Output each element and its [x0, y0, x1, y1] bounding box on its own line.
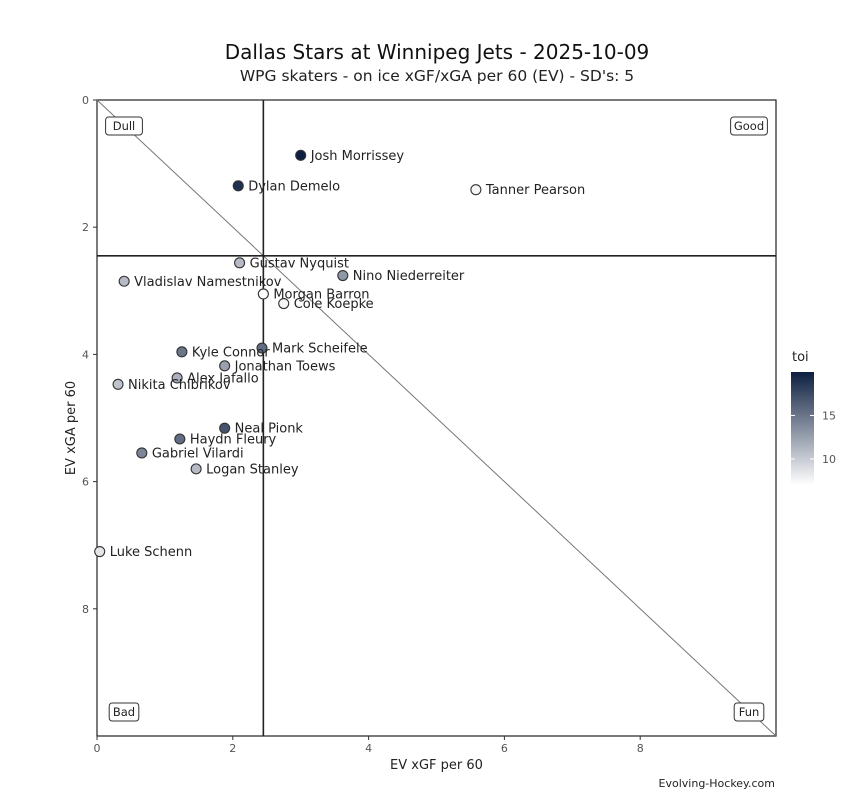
player-point [257, 288, 269, 300]
player-label: Haydn Fleury [190, 432, 277, 447]
player-label: Gabriel Vilardi [152, 446, 244, 461]
player-label: Luke Schenn [110, 545, 193, 560]
y-tick-label: 4 [82, 348, 89, 361]
quadrant-label-bad-box [108, 702, 140, 722]
player-label: Jonathan Toews [234, 359, 336, 374]
player-point [174, 433, 186, 445]
player-label: Josh Morrissey [310, 149, 405, 164]
player-point [295, 149, 307, 161]
player-point [94, 546, 106, 558]
quadrant-label-dull: Dull [105, 116, 143, 136]
quadrant-label-bad-text: Bad [113, 705, 135, 719]
quadrant-label-fun-text: Fun [739, 705, 760, 719]
y-tick-label: 2 [82, 221, 89, 234]
player-label: Logan Stanley [206, 462, 299, 477]
quadrant-label-good: Good [730, 116, 768, 136]
player-point [219, 360, 231, 372]
x-axis-title: EV xGF per 60 [390, 758, 483, 773]
player-point [278, 297, 290, 310]
player-label: Nikita Chibrikov [128, 378, 231, 393]
player-label: Dylan Demelo [248, 179, 340, 194]
quadrant-label-fun: Fun [733, 702, 765, 722]
player-label: Tanner Pearson [485, 183, 585, 198]
quadrant-label-dull-box [105, 116, 143, 136]
quadrant-label-fun-box [733, 702, 765, 722]
y-tick-label: 6 [82, 476, 89, 489]
player-label: Morgan Barron [273, 287, 369, 302]
legend-title: toi [792, 350, 809, 365]
player-point [171, 372, 183, 384]
legend-colorbar [791, 372, 814, 485]
y-tick-label: 8 [82, 603, 89, 616]
player-label: Mark Scheifele [272, 342, 368, 357]
quadrant-label-dull-text: Dull [113, 119, 136, 133]
plot-border [96, 99, 777, 737]
player-label: Gustav Nyquist [250, 256, 349, 271]
x-tick-label: 8 [637, 742, 644, 755]
player-point [112, 378, 124, 390]
credit-text: Evolving-Hockey.com [658, 777, 775, 790]
y-tick-label: 0 [82, 94, 89, 107]
quadrant-label-good-box [730, 116, 768, 136]
y-axis-title: EV xGA per 60 [64, 381, 79, 475]
player-point [256, 342, 268, 354]
quadrant-label-bad: Bad [108, 702, 140, 722]
x-tick-label: 2 [229, 742, 236, 755]
player-point [337, 269, 349, 282]
chart-subtitle: WPG skaters - on ice xGF/xGA per 60 (EV)… [239, 67, 635, 85]
player-point [176, 346, 188, 358]
player-label: Nino Niederreiter [353, 269, 465, 284]
x-tick-label: 4 [365, 742, 372, 755]
player-label: Alex Iafallo [187, 371, 259, 386]
player-point [219, 422, 231, 434]
x-tick-label: 0 [94, 742, 101, 755]
legend-tick-label: 15 [822, 409, 836, 422]
diagonal-line [96, 99, 777, 737]
x-tick-label: 6 [501, 742, 508, 755]
legend-tick-label: 10 [822, 453, 836, 466]
player-point [232, 180, 244, 192]
player-point [470, 184, 482, 196]
player-label: Neal Pionk [235, 422, 304, 437]
player-label: Vladislav Namestnikov [134, 275, 282, 290]
quadrant-label-good-text: Good [734, 119, 764, 133]
player-label: Cole Koepke [294, 297, 374, 312]
player-point [234, 257, 246, 269]
player-point [190, 463, 202, 475]
player-label: Kyle Connor [192, 345, 270, 360]
player-point [136, 447, 148, 459]
chart-title: Dallas Stars at Winnipeg Jets - 2025-10-… [224, 40, 650, 64]
player-point [118, 275, 130, 287]
